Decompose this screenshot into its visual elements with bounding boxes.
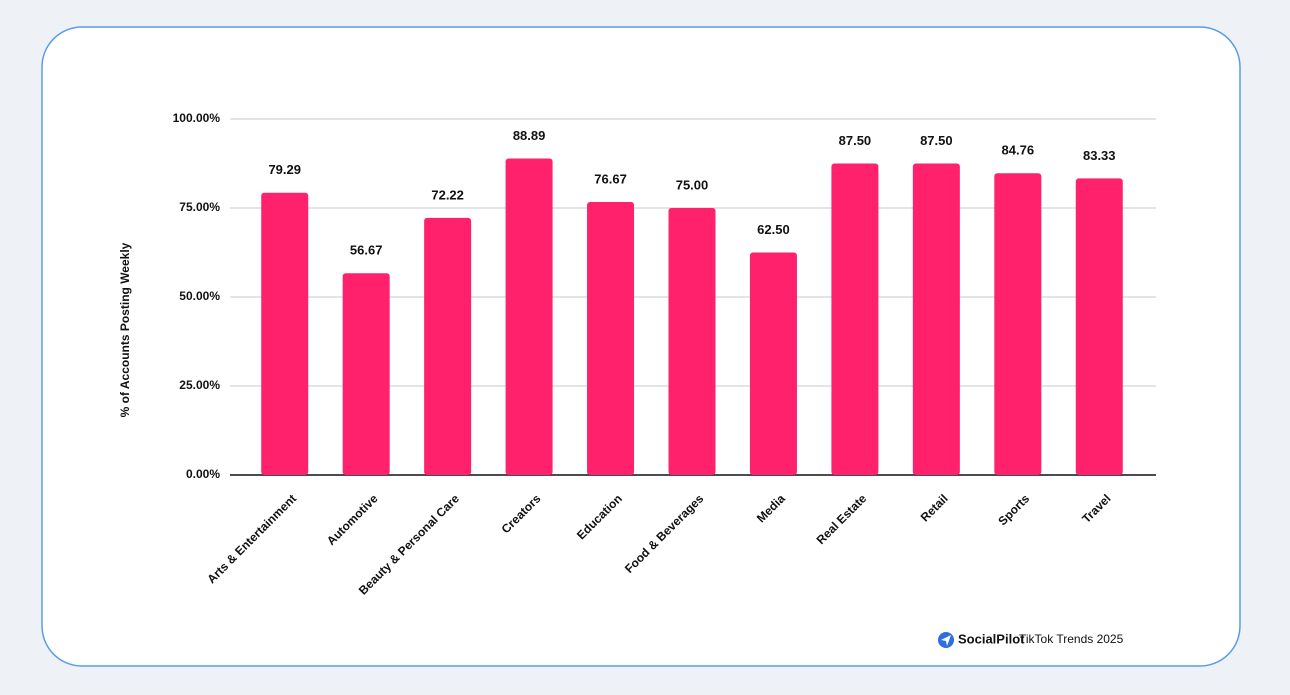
value-label: 83.33	[1083, 148, 1116, 163]
bar	[1075, 178, 1123, 475]
y-tick-label: 0.00%	[186, 467, 220, 481]
bar	[668, 208, 716, 475]
brand: SocialPilot	[958, 631, 1025, 646]
value-label: 88.89	[513, 128, 546, 143]
value-label: 87.50	[839, 133, 872, 148]
value-label: 79.29	[268, 162, 301, 177]
y-tick-label: 25.00%	[179, 378, 220, 392]
y-tick-label: 50.00%	[179, 289, 220, 303]
bar	[912, 163, 960, 475]
bar	[831, 163, 879, 475]
bar	[424, 217, 472, 476]
bar	[994, 173, 1042, 475]
caption: TikTok Trends 2025	[1019, 632, 1124, 646]
bar	[505, 158, 553, 475]
bar	[587, 202, 635, 475]
value-label: 56.67	[350, 243, 383, 258]
y-tick-label: 100.00%	[173, 111, 221, 125]
value-label: 87.50	[920, 133, 953, 148]
bar	[342, 273, 390, 475]
bar	[261, 192, 309, 475]
y-tick-label: 75.00%	[179, 200, 220, 214]
logo	[938, 632, 954, 648]
value-label: 62.50	[757, 222, 790, 237]
value-label: 75.00	[676, 177, 709, 192]
value-label: 72.22	[431, 187, 464, 202]
bar	[749, 252, 797, 475]
y-axis-label: % of Accounts Posting Weekly	[118, 242, 132, 417]
value-label: 76.67	[594, 171, 627, 186]
value-label: 84.76	[1002, 143, 1035, 158]
